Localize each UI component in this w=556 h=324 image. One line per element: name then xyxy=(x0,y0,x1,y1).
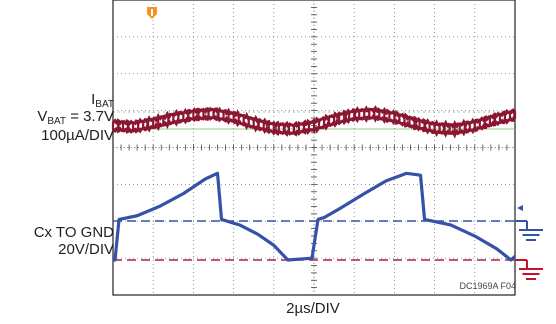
ibat-trace-envelope xyxy=(112,113,516,139)
cx-scale-label: 20V/DIV xyxy=(58,241,114,258)
cx-level-arrow xyxy=(517,205,523,211)
vbat-label: VBAT = 3.7V xyxy=(37,108,114,127)
cx-trace xyxy=(113,171,517,262)
trigger-marker-stem xyxy=(151,9,153,16)
ibat-label: IBAT xyxy=(91,91,114,110)
ibat-scale-label: 100µA/DIV xyxy=(41,127,114,144)
figure-code: DC1969A F04 xyxy=(459,281,516,291)
cx-label: Cx TO GND xyxy=(33,224,114,241)
time-scale-label: 2µs/DIV xyxy=(286,300,340,317)
markers xyxy=(147,7,543,280)
ibat-trace xyxy=(112,105,517,130)
grid xyxy=(113,0,515,295)
traces xyxy=(111,105,517,262)
